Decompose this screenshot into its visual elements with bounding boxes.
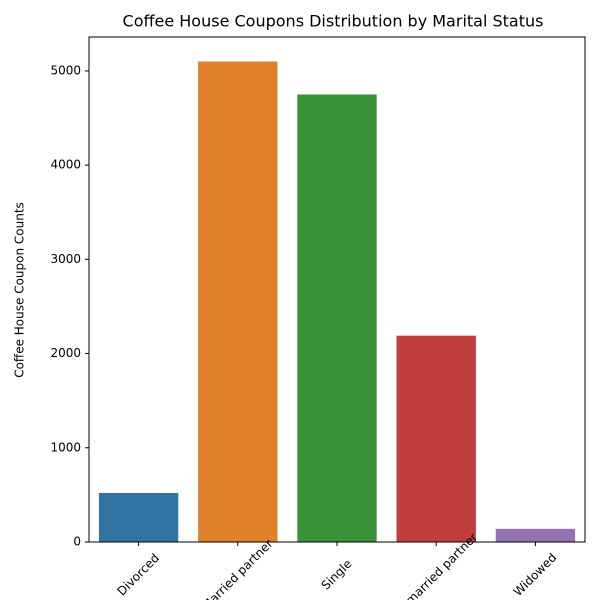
bar: [297, 94, 377, 542]
axes-frame: [88, 36, 586, 543]
bar: [495, 528, 576, 542]
x-tick-label: Divorced: [114, 551, 162, 599]
y-tick-label: 3000: [50, 252, 81, 266]
chart-title: Coffee House Coupons Distribution by Mar…: [123, 12, 544, 31]
x-tick-label: Single: [319, 557, 355, 593]
y-tick-label: 2000: [50, 346, 81, 360]
y-tick-label: 4000: [50, 158, 81, 172]
x-tick-label: Widowed: [511, 550, 560, 599]
y-tick-label: 0: [73, 535, 81, 549]
bar: [198, 61, 278, 542]
y-tick-label: 5000: [50, 63, 81, 77]
y-tick-label: 1000: [50, 440, 81, 454]
bar: [396, 335, 476, 542]
y-axis-label: Coffee House Coupon Counts: [13, 202, 27, 378]
bar: [98, 493, 179, 542]
